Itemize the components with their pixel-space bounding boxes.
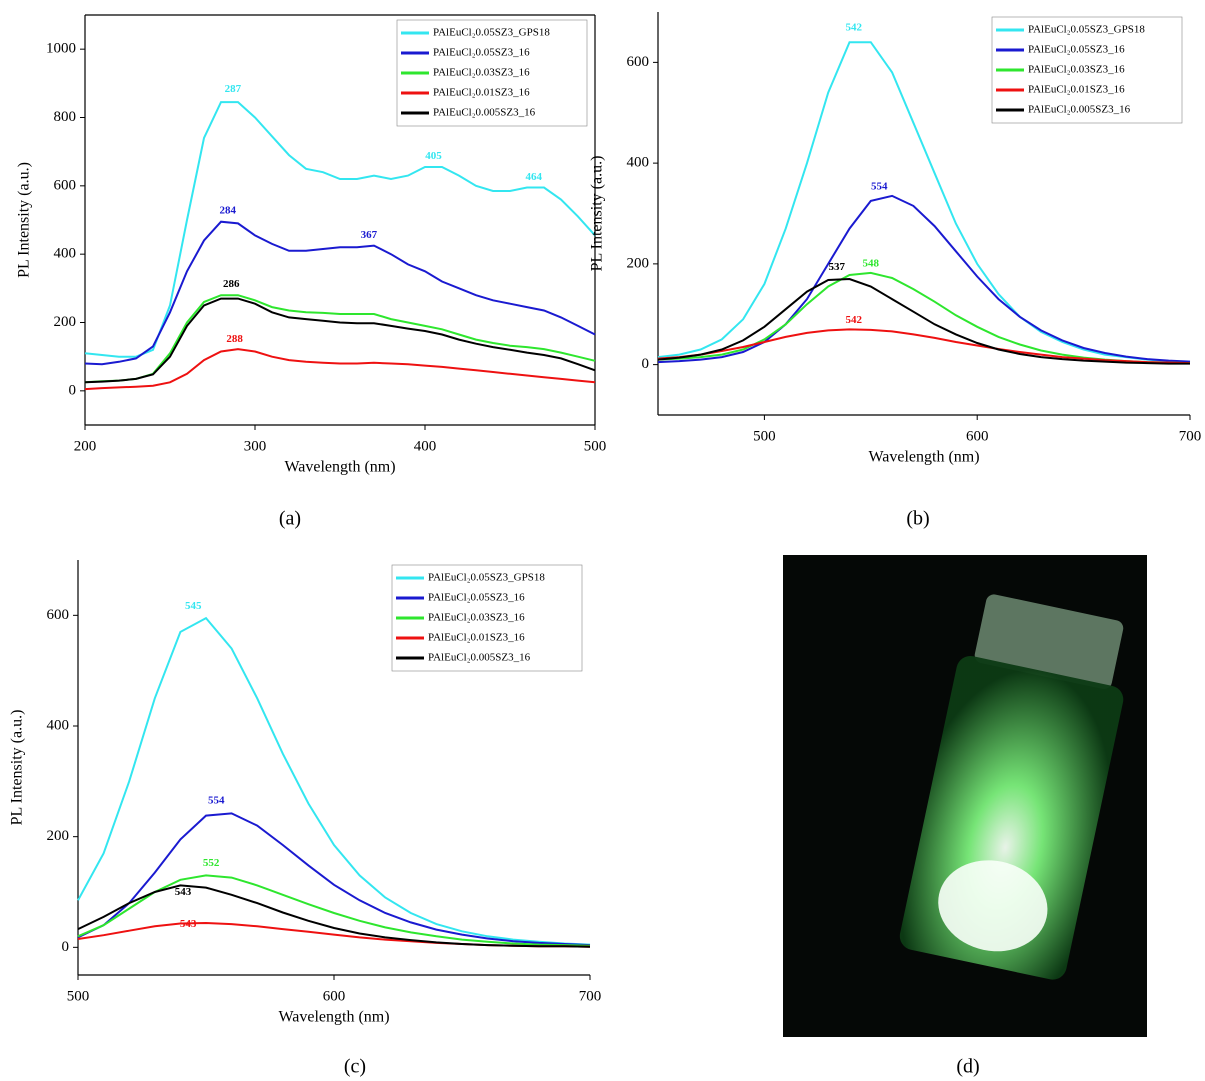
x-axis-label: Wavelength (nm)	[868, 449, 979, 466]
legend: PAlEuCl₂0.05SZ3_GPS18 PAlEuCl₂0.05SZ3_16 P…	[391, 564, 583, 672]
legend-label: PAlEuCl₂0.05SZ3_GPS18	[433, 27, 550, 39]
series-line	[84, 348, 596, 391]
chart: 0 200 400 600 800 1000 200 300 400 500 Wavelength …	[16, 14, 607, 530]
legend-label: PAlEuCl₂0.01SZ3_16	[1028, 84, 1125, 96]
y-axis-label: PL Intensity (a.u.)	[9, 710, 26, 826]
chart: 0 200 400 600 500 600 700 Wavelength (nm) PL Int…	[589, 12, 1202, 530]
x-axis-label: Wavelength (nm)	[278, 1009, 389, 1026]
legend-label: PAlEuCl₂0.01SZ3_16	[428, 632, 525, 644]
peak-label: 367	[361, 229, 378, 241]
peak-label: 545	[185, 600, 202, 612]
x-tick-label: 600	[323, 988, 346, 1004]
y-tick-label: 0	[62, 939, 70, 955]
vial	[899, 594, 1124, 980]
series-line	[84, 220, 596, 366]
legend-label: PAlEuCl₂0.01SZ3_16	[433, 87, 530, 99]
peak-label: 288	[226, 333, 243, 345]
legend-label: PAlEuCl₂0.005SZ3_16	[433, 107, 536, 119]
legend: PAlEuCl₂0.05SZ3_GPS18 PAlEuCl₂0.05SZ3_16 P…	[396, 19, 588, 127]
y-axis-label: PL Intensity (a.u.)	[16, 162, 33, 278]
peak-label: 286	[223, 278, 240, 290]
peak-label: 552	[203, 857, 220, 869]
y-tick-label: 200	[47, 828, 70, 844]
x-tick-label: 200	[74, 438, 97, 454]
legend-label: PAlEuCl₂0.05SZ3_GPS18	[1028, 24, 1145, 36]
series-line	[77, 812, 591, 947]
legend: PAlEuCl₂0.05SZ3_GPS18 PAlEuCl₂0.05SZ3_16 P…	[991, 16, 1183, 124]
legend-label: PAlEuCl₂0.005SZ3_16	[428, 652, 531, 664]
peak-label: 543	[180, 918, 197, 930]
peak-label: 542	[846, 314, 863, 326]
caption: (c)	[344, 1056, 366, 1078]
x-tick-label: 400	[414, 438, 437, 454]
peak-label: 284	[220, 205, 237, 217]
x-tick-label: 500	[67, 988, 90, 1004]
series-line	[657, 194, 1191, 364]
legend-label: PAlEuCl₂0.05SZ3_16	[428, 592, 525, 604]
peak-label: 464	[526, 171, 543, 183]
x-tick-label: 500	[753, 428, 776, 444]
y-tick-label: 600	[47, 607, 70, 623]
series-line	[84, 297, 596, 384]
legend-label: PAlEuCl₂0.03SZ3_16	[428, 612, 525, 624]
y-tick-label: 0	[69, 382, 77, 398]
y-axis-label: PL Intensity (a.u.)	[589, 156, 606, 272]
chart: 0 200 400 600 500 600 700 Wavelength (nm) PL Int…	[9, 560, 602, 1078]
y-tick-label: 1000	[46, 41, 76, 57]
y-tick-label: 400	[54, 246, 77, 262]
legend-label: PAlEuCl₂0.05SZ3_16	[1028, 44, 1125, 56]
peak-label: 554	[871, 180, 888, 192]
y-tick-label: 0	[642, 356, 650, 372]
series-line	[77, 616, 591, 946]
legend-label: PAlEuCl₂0.05SZ3_16	[433, 47, 530, 59]
series-line	[77, 874, 591, 947]
y-tick-label: 400	[47, 717, 70, 733]
x-axis-label: Wavelength (nm)	[284, 459, 395, 476]
legend-label: PAlEuCl₂0.03SZ3_16	[433, 67, 530, 79]
peak-label: 554	[208, 795, 225, 807]
photo: (d)	[783, 555, 1147, 1078]
series-line	[657, 277, 1190, 365]
y-tick-label: 600	[627, 54, 650, 70]
peak-label: 537	[829, 261, 846, 273]
x-tick-label: 600	[966, 428, 989, 444]
caption: (b)	[906, 508, 929, 530]
x-tick-label: 700	[1179, 428, 1202, 444]
peak-label: 405	[425, 150, 442, 162]
peak-label: 543	[175, 886, 192, 898]
peak-label: 548	[863, 257, 880, 269]
y-tick-label: 200	[627, 255, 650, 271]
series-line	[657, 328, 1191, 365]
image-caption: (d)	[956, 1056, 979, 1078]
y-tick-label: 800	[54, 109, 77, 125]
x-tick-label: 300	[244, 438, 267, 454]
series-line	[77, 884, 591, 948]
y-tick-label: 200	[54, 314, 77, 330]
legend-label: PAlEuCl₂0.005SZ3_16	[1028, 104, 1131, 116]
x-tick-label: 700	[579, 988, 602, 1004]
peak-label: 287	[225, 83, 242, 95]
legend-label: PAlEuCl₂0.03SZ3_16	[1028, 64, 1125, 76]
y-tick-label: 400	[627, 155, 650, 171]
series-line	[84, 101, 596, 358]
caption: (a)	[279, 508, 301, 530]
legend-label: PAlEuCl₂0.05SZ3_GPS18	[428, 572, 545, 584]
series-line	[84, 294, 596, 384]
peak-label: 542	[846, 22, 863, 34]
y-tick-label: 600	[54, 177, 77, 193]
series-line	[657, 41, 1191, 364]
x-tick-label: 500	[584, 438, 607, 454]
